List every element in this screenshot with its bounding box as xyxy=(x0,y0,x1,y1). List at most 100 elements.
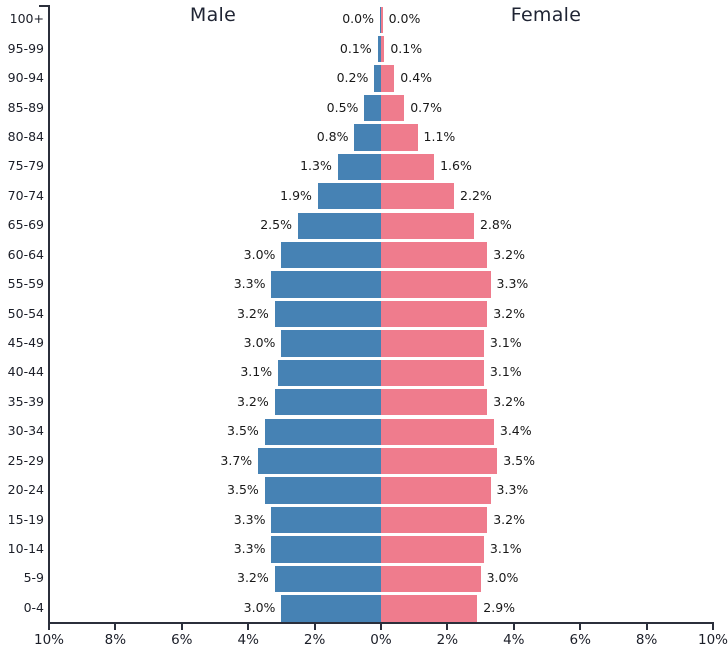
y-axis xyxy=(48,5,50,624)
female-value-label: 1.6% xyxy=(440,158,472,174)
female-bar xyxy=(381,153,435,181)
x-axis-tick xyxy=(512,623,515,630)
male-value-label: 3.5% xyxy=(227,423,259,439)
age-group-label: 30-34 xyxy=(7,423,44,439)
x-axis-tick-label: 6% xyxy=(171,632,193,648)
male-bar xyxy=(271,536,381,563)
female-bar xyxy=(381,536,484,563)
x-axis-tick xyxy=(180,623,183,630)
x-axis-tick-label: 2% xyxy=(436,632,459,648)
x-axis-tick-label: 4% xyxy=(237,632,259,648)
female-bar xyxy=(381,35,385,63)
male-value-label: 1.3% xyxy=(300,158,332,174)
female-bar xyxy=(381,359,484,387)
x-axis-tick xyxy=(446,623,449,630)
male-value-label: 3.2% xyxy=(237,393,269,409)
male-value-label: 3.7% xyxy=(220,452,253,468)
age-group-label: 95-99 xyxy=(7,40,44,56)
male-bar xyxy=(374,65,381,92)
x-axis-tick-label: 0% xyxy=(370,632,392,648)
female-value-label: 3.2% xyxy=(493,305,525,321)
female-bar xyxy=(381,389,488,416)
x-axis-tick xyxy=(380,623,382,630)
female-value-label: 2.8% xyxy=(479,217,512,233)
female-value-label: 3.2% xyxy=(493,511,525,527)
female-value-label: 3.0% xyxy=(486,570,519,586)
x-axis-tick-label: 8% xyxy=(635,632,658,648)
age-group-label: 100+ xyxy=(9,11,44,27)
female-value-label: 1.1% xyxy=(423,128,456,144)
age-group-label: 70-74 xyxy=(7,187,44,203)
female-bar xyxy=(381,124,418,151)
x-axis-tick xyxy=(712,623,714,630)
female-value-label: 2.2% xyxy=(460,187,492,203)
male-value-label: 3.3% xyxy=(233,511,266,527)
female-bar xyxy=(381,418,494,445)
x-axis-tick-label: 4% xyxy=(503,632,525,648)
female-value-label: 3.1% xyxy=(489,540,522,556)
x-axis-tick xyxy=(114,623,117,630)
age-group-label: 75-79 xyxy=(7,158,44,174)
male-bar xyxy=(258,447,381,475)
male-bar xyxy=(274,300,381,328)
age-group-label: 35-39 xyxy=(7,393,44,409)
x-axis-tick-label: 10% xyxy=(697,632,728,648)
female-value-label: 0.0% xyxy=(388,11,421,27)
male-bar xyxy=(364,94,381,122)
age-group-label: 25-29 xyxy=(7,452,44,468)
x-axis-tick xyxy=(579,623,582,630)
female-value-label: 0.1% xyxy=(390,40,423,56)
female-value-label: 3.1% xyxy=(489,364,522,380)
female-value-label: 3.3% xyxy=(496,482,529,498)
female-value-label: 0.7% xyxy=(410,99,442,115)
male-bar xyxy=(264,477,381,504)
male-bar xyxy=(281,241,381,269)
male-value-label: 0.1% xyxy=(339,40,372,56)
x-axis-tick xyxy=(48,623,50,630)
female-value-label: 3.3% xyxy=(496,276,529,292)
female-value-label: 0.4% xyxy=(400,70,433,86)
x-axis-tick-label: 10% xyxy=(33,632,65,648)
male-bar xyxy=(278,359,381,387)
male-value-label: 0.2% xyxy=(336,70,369,86)
male-bar xyxy=(354,124,381,151)
male-value-label: 3.1% xyxy=(240,364,273,380)
male-value-label: 2.5% xyxy=(260,217,292,233)
male-value-label: 3.3% xyxy=(233,540,266,556)
female-bar xyxy=(381,6,383,33)
x-axis-tick xyxy=(313,623,316,630)
male-side-title: Male xyxy=(189,4,237,26)
female-value-label: 3.4% xyxy=(499,423,532,439)
female-bar xyxy=(381,565,481,593)
age-group-label: 90-94 xyxy=(7,70,44,86)
male-value-label: 3.0% xyxy=(243,334,276,350)
male-value-label: 3.0% xyxy=(243,246,276,262)
male-bar xyxy=(337,153,381,181)
x-axis-tick-label: 2% xyxy=(303,632,326,648)
age-group-label: 5-9 xyxy=(23,570,44,586)
x-axis-tick xyxy=(247,623,250,630)
age-group-label: 60-64 xyxy=(7,246,44,262)
x-axis-tick-label: 8% xyxy=(104,632,127,648)
age-group-label: 85-89 xyxy=(7,99,44,115)
male-value-label: 3.3% xyxy=(233,276,266,292)
female-bar xyxy=(381,447,498,475)
male-bar xyxy=(271,271,381,298)
male-value-label: 0.5% xyxy=(326,99,359,115)
male-value-label: 3.5% xyxy=(227,482,259,498)
male-value-label: 0.8% xyxy=(316,128,349,144)
age-group-label: 40-44 xyxy=(7,364,44,380)
female-bar xyxy=(381,595,478,622)
female-bar xyxy=(381,477,491,504)
male-value-label: 3.2% xyxy=(237,570,269,586)
male-value-label: 3.2% xyxy=(237,305,269,321)
age-group-label: 20-24 xyxy=(7,482,44,498)
age-group-label: 0-4 xyxy=(23,599,44,615)
age-group-label: 80-84 xyxy=(7,128,44,144)
female-bar xyxy=(381,65,395,92)
male-value-label: 1.9% xyxy=(280,187,312,203)
female-bar xyxy=(381,241,488,269)
male-bar xyxy=(317,183,381,210)
age-group-label: 10-14 xyxy=(7,540,44,556)
